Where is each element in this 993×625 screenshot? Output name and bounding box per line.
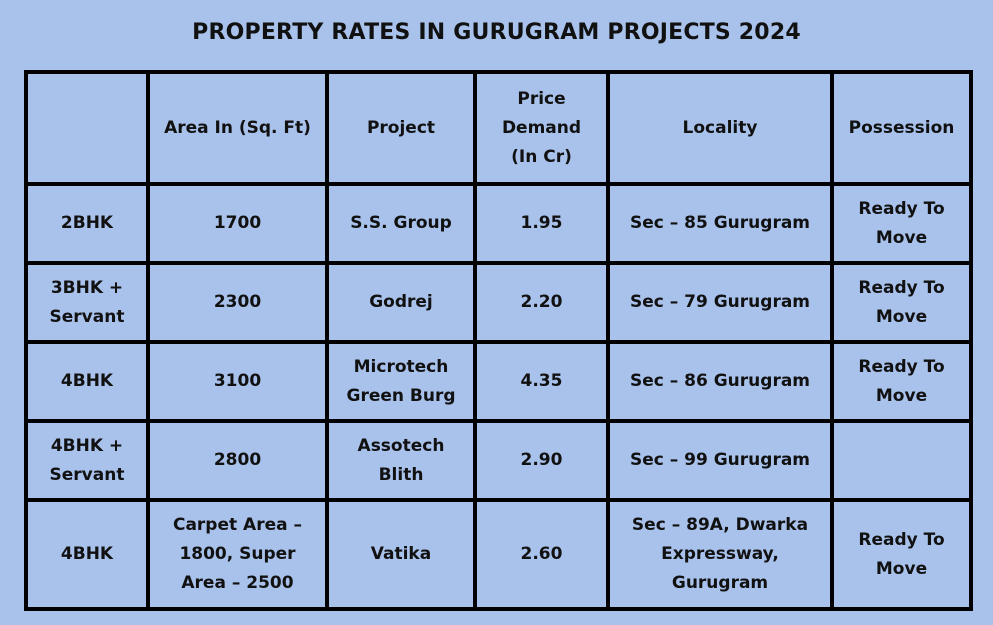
cell-unit-type: 4BHK + Servant	[24, 419, 150, 502]
cell-project: Assotech Blith	[325, 419, 477, 502]
header-cell-possession: Possession	[830, 70, 973, 186]
cell-possession: Ready To Move	[830, 261, 973, 344]
cell-price: 1.95	[473, 182, 610, 265]
cell-area: 2300	[146, 261, 329, 344]
cell-locality: Sec – 99 Gurugram	[606, 419, 834, 502]
table-header-row: Area In (Sq. Ft) Project Price Demand (I…	[24, 70, 973, 186]
cell-possession: Ready To Move	[830, 340, 973, 423]
cell-unit-type: 4BHK	[24, 340, 150, 423]
cell-locality: Sec – 86 Gurugram	[606, 340, 834, 423]
cell-unit-type: 3BHK + Servant	[24, 261, 150, 344]
cell-unit-type: 2BHK	[24, 182, 150, 265]
page-title: PROPERTY RATES IN GURUGRAM PROJECTS 2024	[192, 20, 801, 45]
cell-possession	[830, 419, 973, 502]
cell-unit-type: 4BHK	[24, 498, 150, 611]
cell-possession: Ready To Move	[830, 498, 973, 611]
cell-price: 4.35	[473, 340, 610, 423]
cell-price: 2.60	[473, 498, 610, 611]
table-row: 4BHK + Servant 2800 Assotech Blith 2.90 …	[24, 419, 973, 502]
header-cell-area: Area In (Sq. Ft)	[146, 70, 329, 186]
header-cell-price: Price Demand (In Cr)	[473, 70, 610, 186]
cell-project: Microtech Green Burg	[325, 340, 477, 423]
cell-locality: Sec – 85 Gurugram	[606, 182, 834, 265]
table-row: 4BHK Carpet Area – 1800, Super Area – 25…	[24, 498, 973, 611]
cell-area: 3100	[146, 340, 329, 423]
cell-project: Godrej	[325, 261, 477, 344]
cell-price: 2.20	[473, 261, 610, 344]
table-row: 2BHK 1700 S.S. Group 1.95 Sec – 85 Gurug…	[24, 182, 973, 265]
cell-area: Carpet Area – 1800, Super Area – 2500	[146, 498, 329, 611]
cell-locality: Sec – 89A, Dwarka Expressway, Gurugram	[606, 498, 834, 611]
cell-area: 1700	[146, 182, 329, 265]
cell-locality: Sec – 79 Gurugram	[606, 261, 834, 344]
header-cell-project: Project	[325, 70, 477, 186]
table-row: 3BHK + Servant 2300 Godrej 2.20 Sec – 79…	[24, 261, 973, 344]
cell-area: 2800	[146, 419, 329, 502]
cell-project: Vatika	[325, 498, 477, 611]
cell-price: 2.90	[473, 419, 610, 502]
cell-project: S.S. Group	[325, 182, 477, 265]
table-row: 4BHK 3100 Microtech Green Burg 4.35 Sec …	[24, 340, 973, 423]
cell-possession: Ready To Move	[830, 182, 973, 265]
header-cell-unit-type	[24, 70, 150, 186]
header-cell-locality: Locality	[606, 70, 834, 186]
property-rates-table: Area In (Sq. Ft) Project Price Demand (I…	[24, 70, 973, 611]
